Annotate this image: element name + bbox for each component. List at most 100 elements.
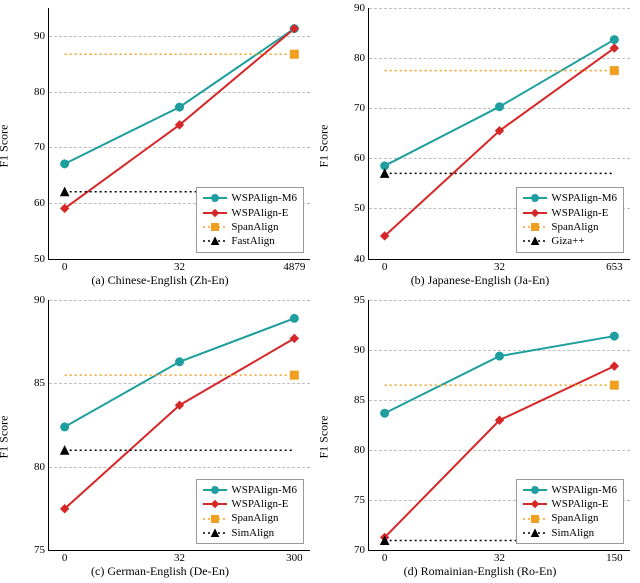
y-tick-label: 80 [354, 444, 365, 456]
x-tick-label: 32 [494, 552, 505, 564]
y-tick-label: 90 [34, 30, 45, 42]
legend-row: FastAlign [203, 234, 297, 248]
x-tick-label: 32 [494, 261, 505, 273]
legend-row: WSPAlign-M6 [523, 191, 617, 205]
legend-label: SimAlign [231, 526, 274, 540]
legend-label: SimAlign [551, 526, 594, 540]
y-tick-label: 85 [34, 377, 45, 389]
y-tick-label: 60 [34, 197, 45, 209]
x-tick-label: 150 [606, 552, 623, 564]
y-tick-label: 50 [354, 202, 365, 214]
panel-caption: (a) Chinese-English (Zh-En) [0, 273, 320, 288]
legend-label: WSPAlign-E [551, 497, 608, 511]
plot-area: 50607080900324879WSPAlign-M6WSPAlign-ESp… [48, 8, 310, 260]
x-tick-label: 32 [174, 552, 185, 564]
legend-label: Giza++ [551, 234, 584, 248]
legend-row: SpanAlign [203, 511, 297, 525]
y-tick-label: 80 [354, 52, 365, 64]
legend-marker-icon [523, 207, 547, 219]
x-tick-label: 300 [286, 552, 303, 564]
plot-area: 707580859095032150WSPAlign-M6WSPAlign-ES… [368, 300, 630, 552]
legend-row: WSPAlign-M6 [203, 483, 297, 497]
legend-label: SpanAlign [231, 511, 278, 525]
legend-marker-icon [523, 221, 547, 233]
legend-marker-icon [203, 484, 227, 496]
legend-row: WSPAlign-E [203, 206, 297, 220]
y-tick-label: 60 [354, 152, 365, 164]
legend-row: Giza++ [523, 234, 617, 248]
legend: WSPAlign-M6WSPAlign-ESpanAlignSimAlign [196, 479, 304, 544]
legend-marker-icon [523, 498, 547, 510]
legend-row: SimAlign [203, 526, 297, 540]
legend-marker-icon [203, 513, 227, 525]
y-tick-label: 75 [354, 494, 365, 506]
legend-row: WSPAlign-E [523, 206, 617, 220]
y-tick-label: 95 [354, 294, 365, 306]
legend-label: WSPAlign-E [231, 206, 288, 220]
x-tick-label: 653 [606, 261, 623, 273]
figure-grid: F1 Score(a) Chinese-English (Zh-En)50607… [0, 0, 640, 583]
y-tick-label: 50 [34, 253, 45, 265]
y-tick-label: 90 [354, 344, 365, 356]
legend-label: WSPAlign-M6 [551, 483, 617, 497]
x-tick-label: 4879 [283, 261, 305, 273]
legend-row: WSPAlign-E [203, 497, 297, 511]
panel-3: F1 Score(d) Romainian-English (Ro-En)707… [320, 292, 640, 583]
legend-marker-icon [203, 221, 227, 233]
legend-marker-icon [203, 498, 227, 510]
legend-marker-icon [523, 513, 547, 525]
plot-area: 75808590032300WSPAlign-M6WSPAlign-ESpanA… [48, 300, 310, 552]
legend-marker-icon [203, 527, 227, 539]
legend-row: SpanAlign [203, 220, 297, 234]
legend-label: WSPAlign-E [231, 497, 288, 511]
y-tick-label: 70 [34, 141, 45, 153]
y-tick-label: 75 [34, 544, 45, 556]
legend-label: WSPAlign-M6 [231, 483, 297, 497]
legend: WSPAlign-M6WSPAlign-ESpanAlignSimAlign [516, 479, 624, 544]
legend: WSPAlign-M6WSPAlign-ESpanAlignFastAlign [196, 187, 304, 252]
legend-row: WSPAlign-M6 [523, 483, 617, 497]
panel-2: F1 Score(c) German-English (De-En)758085… [0, 292, 320, 583]
panel-0: F1 Score(a) Chinese-English (Zh-En)50607… [0, 0, 320, 292]
y-tick-label: 80 [34, 461, 45, 473]
y-tick-label: 90 [354, 2, 365, 14]
y-tick-label: 80 [34, 86, 45, 98]
y-tick-label: 70 [354, 102, 365, 114]
legend-label: SpanAlign [551, 511, 598, 525]
legend-marker-icon [523, 192, 547, 204]
legend-label: SpanAlign [231, 220, 278, 234]
legend-row: SpanAlign [523, 511, 617, 525]
y-axis-label: F1 Score [317, 416, 332, 459]
legend-marker-icon [203, 207, 227, 219]
legend-label: WSPAlign-E [551, 206, 608, 220]
y-tick-label: 70 [354, 544, 365, 556]
legend-marker-icon [523, 484, 547, 496]
x-tick-label: 0 [62, 552, 68, 564]
legend-marker-icon [523, 527, 547, 539]
y-tick-label: 90 [34, 294, 45, 306]
plot-area: 405060708090032653WSPAlign-M6WSPAlign-ES… [368, 8, 630, 260]
legend-row: WSPAlign-M6 [203, 191, 297, 205]
y-tick-label: 85 [354, 394, 365, 406]
y-axis-label: F1 Score [317, 124, 332, 167]
panel-1: F1 Score(b) Japanese-English (Ja-En)4050… [320, 0, 640, 292]
panel-caption: (c) German-English (De-En) [0, 564, 320, 579]
legend: WSPAlign-M6WSPAlign-ESpanAlignGiza++ [516, 187, 624, 252]
legend-row: WSPAlign-E [523, 497, 617, 511]
x-tick-label: 32 [174, 261, 185, 273]
legend-label: SpanAlign [551, 220, 598, 234]
legend-marker-icon [203, 192, 227, 204]
x-tick-label: 0 [382, 552, 388, 564]
x-tick-label: 0 [382, 261, 388, 273]
panel-caption: (d) Romainian-English (Ro-En) [320, 564, 640, 579]
legend-row: SimAlign [523, 526, 617, 540]
legend-label: WSPAlign-M6 [551, 191, 617, 205]
legend-label: WSPAlign-M6 [231, 191, 297, 205]
y-tick-label: 40 [354, 253, 365, 265]
y-axis-label: F1 Score [0, 416, 12, 459]
legend-row: SpanAlign [523, 220, 617, 234]
legend-marker-icon [203, 235, 227, 247]
x-tick-label: 0 [62, 261, 68, 273]
legend-marker-icon [523, 235, 547, 247]
panel-caption: (b) Japanese-English (Ja-En) [320, 273, 640, 288]
